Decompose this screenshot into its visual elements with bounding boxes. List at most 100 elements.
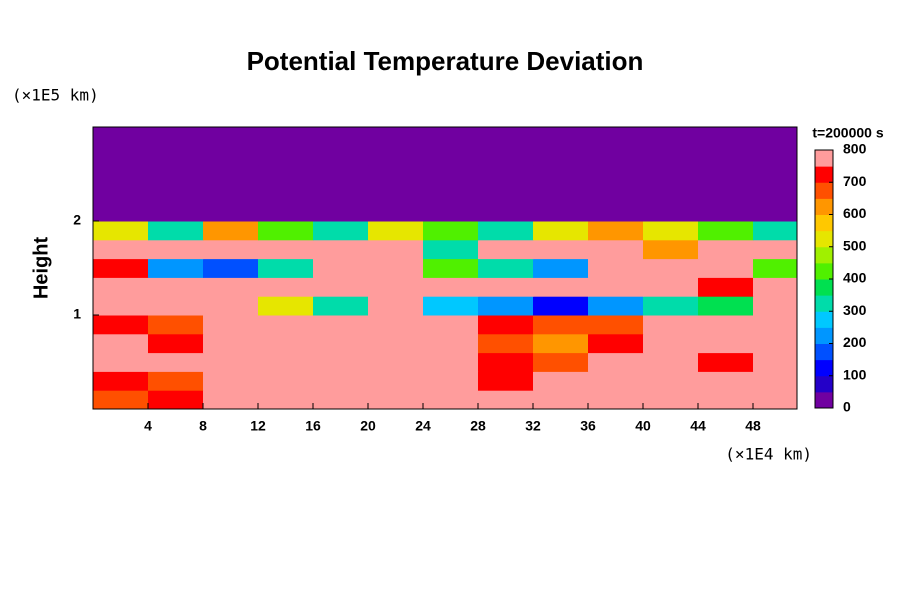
- heat-cell: [258, 258, 314, 278]
- heat-cell: [203, 296, 259, 316]
- heat-cell: [588, 371, 644, 391]
- colorbar-band: [815, 198, 833, 215]
- heat-cell: [423, 277, 479, 297]
- heat-cell: [533, 352, 589, 372]
- heat-cell: [588, 296, 644, 316]
- heat-cell: [478, 277, 534, 297]
- heat-cell: [313, 315, 369, 335]
- heat-cell: [93, 352, 149, 372]
- heat-cell: [93, 202, 149, 222]
- heat-cell: [148, 221, 204, 241]
- heat-cell: [313, 277, 369, 297]
- heat-cell: [533, 315, 589, 335]
- heat-cell: [313, 258, 369, 278]
- heat-cell: [533, 145, 589, 166]
- heat-cell: [203, 127, 259, 147]
- heat-cell: [478, 296, 534, 316]
- heat-cell: [643, 277, 699, 297]
- heat-cell: [203, 371, 259, 391]
- heat-cell: [368, 277, 424, 297]
- heat-cell: [368, 352, 424, 372]
- heat-cell: [533, 371, 589, 391]
- colorbar-tick-label: 700: [843, 173, 867, 189]
- heat-cell: [533, 390, 589, 410]
- heat-cell: [533, 127, 589, 147]
- heat-cell: [643, 239, 699, 260]
- heat-cell: [423, 202, 479, 222]
- heat-cell: [753, 296, 798, 316]
- heat-cell: [203, 315, 259, 335]
- heat-cell: [148, 390, 204, 410]
- colorbar-tick-label: 100: [843, 366, 867, 382]
- heat-cell: [588, 352, 644, 372]
- colorbar-band: [815, 327, 833, 344]
- heat-cell: [93, 127, 149, 147]
- heat-cell: [533, 277, 589, 297]
- heat-cell: [643, 352, 699, 372]
- heat-cell: [643, 164, 699, 184]
- heat-cell: [203, 202, 259, 222]
- heat-cell: [203, 221, 259, 241]
- heat-cell: [753, 315, 798, 335]
- heat-cell: [423, 333, 479, 354]
- heat-cell: [313, 202, 369, 222]
- colorbar-band: [815, 391, 833, 409]
- heat-cell: [588, 183, 644, 203]
- heat-cell: [258, 127, 314, 147]
- heat-cell: [643, 183, 699, 203]
- heat-cell: [368, 202, 424, 222]
- heat-cell: [203, 333, 259, 354]
- heat-cell: [478, 315, 534, 335]
- heat-cell: [313, 352, 369, 372]
- heat-cell: [533, 258, 589, 278]
- heat-cell: [423, 127, 479, 147]
- heat-cell: [258, 145, 314, 166]
- heat-cell: [203, 390, 259, 410]
- heat-cell: [203, 164, 259, 184]
- heat-cell: [533, 183, 589, 203]
- heat-cell: [368, 239, 424, 260]
- x-tick-label: 4: [144, 418, 152, 434]
- y-tick-label: 2: [73, 212, 81, 228]
- colorbar-tick-label: 400: [843, 270, 867, 286]
- heat-cell: [368, 333, 424, 354]
- heat-cell: [148, 164, 204, 184]
- heat-cell: [203, 258, 259, 278]
- heat-cell: [368, 145, 424, 166]
- heat-cell: [478, 127, 534, 147]
- colorbar-band: [815, 262, 833, 280]
- heat-cell: [753, 258, 798, 278]
- y-tick-label: 1: [73, 306, 81, 322]
- colorbar-band: [815, 375, 833, 393]
- heat-cell: [478, 352, 534, 372]
- heat-cell: [698, 183, 754, 203]
- heat-cell: [148, 296, 204, 316]
- heat-cell: [588, 202, 644, 222]
- heat-cell: [258, 239, 314, 260]
- colorbar-band: [815, 359, 833, 377]
- heat-cell: [148, 352, 204, 372]
- heat-cell: [533, 333, 589, 354]
- colorbar-tick-label: 200: [843, 334, 867, 350]
- heat-cell: [588, 390, 644, 410]
- heat-cell: [368, 315, 424, 335]
- heat-cell: [588, 239, 644, 260]
- colorbar-band: [815, 279, 833, 296]
- heat-cell: [148, 183, 204, 203]
- heat-cell: [258, 164, 314, 184]
- heat-cell: [93, 239, 149, 260]
- heat-cell: [588, 315, 644, 335]
- heat-cell: [148, 277, 204, 297]
- heat-cell: [588, 258, 644, 278]
- heat-cell: [93, 221, 149, 241]
- heat-cell: [313, 239, 369, 260]
- heat-cell: [148, 145, 204, 166]
- x-tick-label: 28: [470, 418, 486, 434]
- heat-cell: [258, 221, 314, 241]
- heat-cell: [313, 296, 369, 316]
- heat-cell: [423, 296, 479, 316]
- heat-cell: [368, 258, 424, 278]
- heat-cell: [588, 127, 644, 147]
- x-tick-label: 8: [199, 418, 207, 434]
